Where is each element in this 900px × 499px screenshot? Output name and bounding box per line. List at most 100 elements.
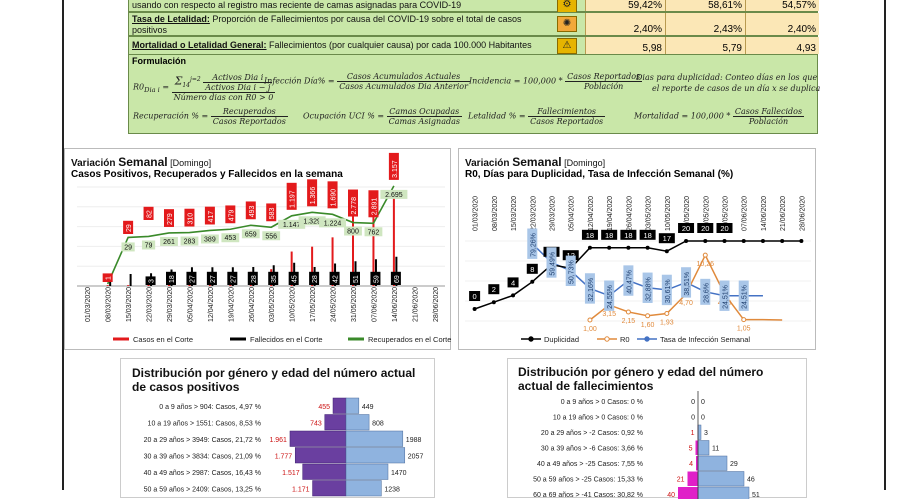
- pyramid-category: 30 a 39 años > 3834: Casos, 21,09 %: [144, 454, 261, 461]
- infection-label-bg: [681, 267, 692, 298]
- formula-recuperacion: Recuperación % = Recuperados Casos Report…: [133, 107, 288, 126]
- duplicity-label-bg: [620, 229, 637, 240]
- deaths-label-group: 27: [227, 271, 238, 285]
- let-num: Fallecimientos: [528, 107, 606, 117]
- male-value: 3: [704, 430, 708, 437]
- cases-bar: [311, 246, 314, 286]
- duplicity-point: [645, 245, 650, 250]
- recovered-label-bg: [200, 234, 219, 244]
- infection-label-group: 79,26%: [527, 228, 538, 259]
- infection-label-bg: [527, 228, 538, 259]
- female-bar: [324, 414, 347, 431]
- recovered-label: 79: [145, 242, 153, 249]
- r0-label: 1,60: [641, 322, 655, 329]
- cases-label: 1.197: [290, 190, 297, 208]
- deaths-label: 45: [292, 275, 299, 283]
- female-bar: [695, 440, 698, 455]
- cases-bar: [106, 285, 109, 286]
- chart2-title: Variación Semanal [Domingo]: [465, 155, 605, 169]
- date-tick: 29/03/2020: [550, 196, 557, 231]
- recovered-label-bg: [380, 189, 408, 199]
- date-tick: 01/03/2020: [85, 287, 92, 322]
- cases-label-bg: [123, 220, 134, 234]
- infection-label: 24,51%: [742, 285, 749, 309]
- female-value: 1: [691, 430, 695, 437]
- deaths-label-group: 59: [370, 271, 381, 285]
- male-bar: [345, 430, 404, 447]
- male-value: 2057: [408, 454, 424, 461]
- pyramid-category: 10 a 19 años > 1551: Casos, 8,53 %: [148, 421, 261, 428]
- duplicity-label: 18: [605, 231, 613, 240]
- deaths-label: 28: [251, 275, 258, 283]
- male-value: 0: [701, 415, 705, 422]
- date-tick: 15/03/2020: [511, 196, 518, 231]
- dashboard-frame: [62, 0, 886, 490]
- infection-label-group: 24,51%: [719, 280, 730, 311]
- male-bar: [697, 486, 750, 499]
- indicator-value: 2,40%: [585, 13, 665, 35]
- date-tick: 17/05/2020: [310, 287, 317, 322]
- duplicity-point: [511, 293, 516, 298]
- date-tick: 12/04/2020: [208, 287, 215, 322]
- r0-denominator: Número dias con R0 > 0: [173, 93, 274, 102]
- recovered-label: 1.329: [303, 218, 321, 225]
- duplicity-label-bg: [469, 291, 481, 301]
- duplicity-point: [741, 239, 746, 243]
- recovered-label: 1.147: [283, 222, 301, 229]
- deaths-label-bg: [227, 271, 238, 285]
- male-value: 1988: [406, 437, 422, 444]
- duplicity-label-bg: [678, 223, 695, 233]
- pyramid-category: 40 a 49 años > 2987: Casos, 16,43 %: [144, 470, 261, 477]
- r0-inner-den: Activos Dia i − j: [205, 83, 271, 92]
- pyramid-category: 50 a 59 años > 2409: Casos, 13,25 %: [144, 487, 261, 494]
- recovered-label: 453: [224, 235, 236, 242]
- r0-point: [741, 317, 747, 323]
- let-den: Casos Reportados: [530, 117, 604, 126]
- rec-num: Recuperados: [210, 107, 288, 117]
- r0-lhs: R0: [133, 82, 145, 92]
- cases-label-group: 2.778: [348, 189, 358, 217]
- female-value: 4: [689, 461, 693, 468]
- r0-label: 4,70: [679, 300, 693, 307]
- infection-label-group: 32,16%: [584, 273, 595, 304]
- cases-label-group: 310: [184, 208, 195, 227]
- deaths-label-group: 27: [206, 271, 217, 285]
- r0-point: [664, 310, 670, 316]
- indicator-text: usando con respecto al registro mas reci…: [132, 0, 462, 10]
- legend-label: Recuperados en el Corte: [368, 335, 451, 344]
- legend-marker: [528, 336, 534, 342]
- date-tick: 07/06/2020: [742, 196, 749, 231]
- r0-inner-num: Activos Dia i: [203, 73, 273, 83]
- infection-label-group: 32,88%: [642, 272, 653, 303]
- cases-label-group: 1: [102, 273, 113, 282]
- date-tick: 31/05/2020: [351, 287, 358, 322]
- cases-bar: [372, 202, 375, 286]
- infection-label: 32,16%: [588, 278, 595, 302]
- cases-bar: [352, 206, 354, 286]
- r0-label: 3,15: [602, 311, 616, 318]
- indicator-value: 4,93: [745, 37, 819, 54]
- rec-lhs: Recuperación % =: [133, 111, 209, 121]
- cases-label-bg: [348, 189, 358, 217]
- r0-label: 10,26: [697, 261, 715, 268]
- date-tick: 31/05/2020: [723, 196, 730, 231]
- infection-label-bg: [719, 280, 730, 311]
- indicator-desc: Proporción de Fallecimientos por causa d…: [132, 14, 522, 35]
- cases-label: 279: [167, 213, 174, 225]
- recovered-label-bg: [121, 242, 135, 252]
- cases-label: 29: [126, 224, 133, 232]
- indicator-desc: Fallecimientos (por cualquier causa) por…: [266, 40, 532, 50]
- cases-label-group: 29: [123, 220, 134, 234]
- legend-label: Tasa de Infección Semanal: [660, 335, 750, 344]
- duplicity-label: 4: [511, 278, 515, 287]
- deaths-label-bg: [390, 271, 401, 285]
- indicator-label: Mortalidad o Letalidad General:: [132, 40, 267, 50]
- mor-den: Población: [748, 117, 789, 126]
- pyramid-category: 40 a 49 años > -25 Casos: 7,55 %: [537, 461, 643, 468]
- male-bar: [345, 480, 382, 497]
- r0-fraction: Σ14j=2 Activos Dia i Activos Dia i − j Nú…: [171, 73, 276, 102]
- alert-icon: ⚠: [557, 38, 577, 54]
- deaths-label-group: 35: [268, 271, 279, 285]
- cases-label-group: 479: [225, 205, 236, 224]
